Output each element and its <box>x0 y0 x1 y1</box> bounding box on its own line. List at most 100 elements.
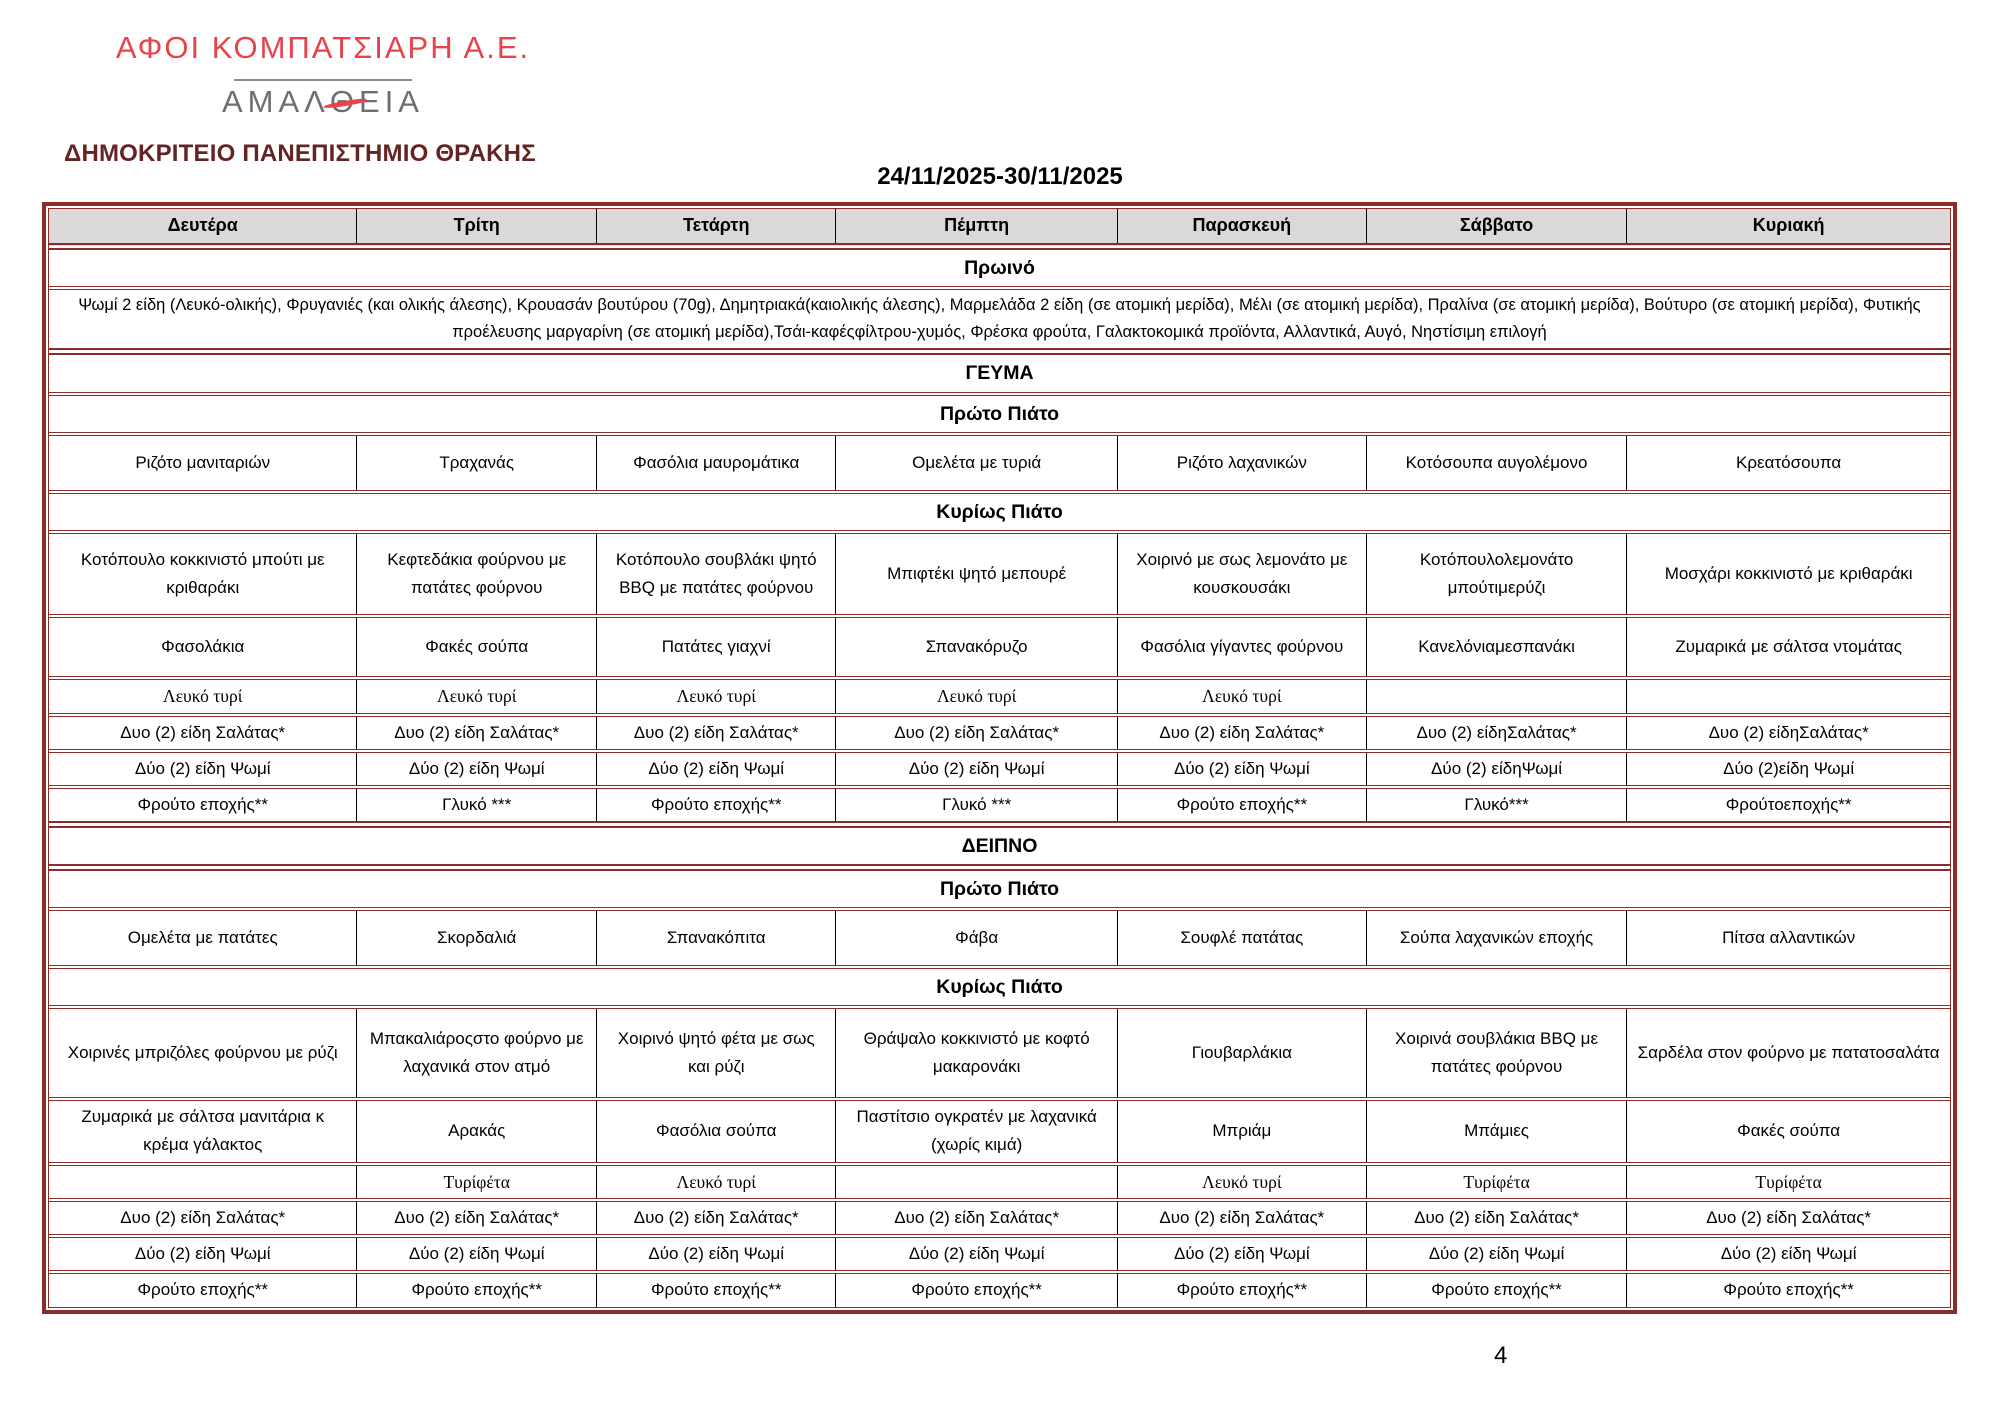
lunch-salad-cell: Δυο (2) είδη Σαλάτας* <box>356 714 597 751</box>
dinner-first-course-cell: Ομελέτα με πατάτες <box>49 909 358 968</box>
lunch-cheese-cell: Λευκό τυρί <box>356 677 597 715</box>
dinner-bread-cell: Δύο (2) είδη Ψωμί <box>1365 1236 1628 1273</box>
lunch-salad-cell: Δυο (2) είδηΣαλάτας* <box>1365 714 1628 751</box>
lunch-bread-cell: Δύο (2) είδη Ψωμί <box>835 750 1118 787</box>
dinner-salad-cell: Δυο (2) είδη Σαλάτας* <box>595 1200 837 1237</box>
lunch-cheese-cell <box>1365 677 1628 715</box>
brand-name-prefix: ΑΜΑΛ <box>222 84 330 119</box>
lunch-main-course-header-cell: Κυρίως Πιάτο <box>936 500 1063 523</box>
lunch-first-course-cell: Ομελέτα με τυριά <box>835 433 1118 492</box>
dinner-first-course-cell: Σούπα λαχανικών εποχής <box>1365 909 1628 968</box>
dinner-cheese-cell: Τυρίφέτα <box>1626 1163 1950 1201</box>
dinner-sides-cell: Μπριάμ <box>1116 1099 1367 1164</box>
dinner-first-course-header-row: Πρώτο Πιάτο <box>49 868 1950 910</box>
dinner-first-course-cell: Σουφλέ πατάτας <box>1116 909 1367 968</box>
dinner-sides-cell: Φασόλια σούπα <box>595 1099 837 1164</box>
dinner-main-course-cell: Σαρδέλα στον φούρνο με πατατοσαλάτα <box>1626 1007 1950 1100</box>
dinner-salad-cell: Δυο (2) είδη Σαλάτας* <box>356 1200 597 1237</box>
dinner-salad-cell: Δυο (2) είδη Σαλάτας* <box>1116 1200 1367 1237</box>
lunch-dessert-cell: Γλυκό *** <box>835 786 1118 825</box>
brand-name-suffix: ΕΙΑ <box>359 84 424 119</box>
lunch-sides-cell: Πατάτες γιαχνί <box>595 615 837 678</box>
dinner-first-course-cell: Πίτσα αλλαντικών <box>1626 909 1950 968</box>
dinner-main-course-header-cell: Κυρίως Πιάτο <box>936 976 1063 999</box>
lunch-salad-row: Δυο (2) είδη Σαλάτας* Δυο (2) είδη Σαλάτα… <box>49 714 1950 751</box>
dinner-main-course-header-row: Κυρίως Πιάτο <box>49 967 1950 1008</box>
day-header-cell: Πέμπτη <box>835 209 1118 247</box>
lunch-cheese-row: Λευκό τυρί Λευκό τυρί Λευκό τυρί Λευκό τυρί… <box>49 677 1950 715</box>
dinner-bread-cell: Δύο (2) είδη Ψωμί <box>356 1236 597 1273</box>
day-header-cell: Τετάρτη <box>595 209 837 247</box>
lunch-header-row: ΓΕΥΜΑ <box>49 351 1950 394</box>
dinner-cheese-row: Τυρίφέτα Λευκό τυρί Λευκό τυρί Τυρίφέτα Τυρί… <box>49 1163 1950 1201</box>
lunch-salad-cell: Δυο (2) είδη Σαλάτας* <box>1116 714 1367 751</box>
lunch-sides-cell: Φασόλια γίγαντες φούρνου <box>1116 615 1367 678</box>
lunch-first-course-cell: Φασόλια μαυρομάτικα <box>595 433 837 492</box>
dinner-sides-cell: Αρακάς <box>356 1099 597 1164</box>
lunch-main-course-cell: Κοτόπουλο σουβλάκι ψητό BBQ με πατάτες φ… <box>595 531 837 616</box>
lunch-dessert-cell: Φρούτο εποχής** <box>49 786 358 825</box>
dinner-bread-cell: Δύο (2) είδη Ψωμί <box>1626 1236 1950 1273</box>
dinner-main-course-row: Χοιρινές μπριζόλες φούρνου με ρύζι Μπακαλ… <box>49 1007 1950 1100</box>
lunch-main-course-header-row: Κυρίως Πιάτο <box>49 492 1950 532</box>
lunch-dessert-cell: Γλυκό*** <box>1365 786 1628 825</box>
day-header-cell: Κυριακή <box>1626 209 1950 247</box>
lunch-bread-cell: Δύο (2)είδη Ψωμί <box>1626 750 1950 787</box>
dinner-main-course-cell: Γιουβαρλάκια <box>1116 1007 1367 1100</box>
week-date-range: 24/11/2025-30/11/2025 <box>877 163 1123 190</box>
dinner-salad-cell: Δυο (2) είδη Σαλάτας* <box>835 1200 1118 1237</box>
lunch-salad-cell: Δυο (2) είδη Σαλάτας* <box>835 714 1118 751</box>
dinner-first-course-cell: Σκορδαλιά <box>356 909 597 968</box>
brand-theta-swoosh-icon: Θ <box>329 84 360 119</box>
dinner-first-course-header-cell: Πρώτο Πιάτο <box>939 878 1060 901</box>
lunch-cheese-cell: Λευκό τυρί <box>49 677 358 715</box>
days-row: Δευτέρα Τρίτη Τετάρτη Πέμπτη Παρασκευή Σάββατ… <box>49 209 1950 247</box>
dinner-fruit-row: Φρούτο εποχής** Φρούτο εποχής** Φρούτο επο… <box>49 1272 1950 1307</box>
lunch-salad-cell: Δυο (2) είδη Σαλάτας* <box>595 714 837 751</box>
day-header-cell: Δευτέρα <box>49 209 358 247</box>
lunch-main-course-cell: Κοτόπουλο κοκκινιστό μπούτι με κριθαράκι <box>49 531 358 616</box>
lunch-dessert-row: Φρούτο εποχής** Γλυκό *** Φρούτο εποχής** Γ… <box>49 786 1950 825</box>
lunch-cheese-cell: Λευκό τυρί <box>1116 677 1367 715</box>
lunch-first-course-cell: Κρεατόσουπα <box>1626 433 1950 492</box>
weekly-menu-table-border: Δευτέρα Τρίτη Τετάρτη Πέμπτη Παρασκευή Σάββατ… <box>42 202 1957 1314</box>
dinner-cheese-cell <box>49 1163 358 1201</box>
dinner-sides-cell: Παστίτσιο ογκρατέν με λαχανικά (χωρίς κι… <box>835 1099 1118 1164</box>
dinner-fruit-cell: Φρούτο εποχής** <box>356 1272 597 1307</box>
lunch-main-course-cell: Μπιφτέκι ψητό μεπουρέ <box>835 531 1118 616</box>
breakfast-items-row: Ψωμί 2 είδη (Λευκό-ολικής), Φρυγανιές (κ… <box>49 288 1950 352</box>
university-title: ΔΗΜΟΚΡΙΤΕΙΟ ΠΑΝΕΠΙΣΤΗΜΙΟ ΘΡΑΚΗΣ <box>64 140 536 167</box>
lunch-cheese-cell: Λευκό τυρί <box>595 677 837 715</box>
dinner-main-course-cell: Μπακαλιάροςστο φούρνο με λαχανικά στον α… <box>356 1007 597 1100</box>
lunch-bread-cell: Δύο (2) είδη Ψωμί <box>595 750 837 787</box>
dinner-fruit-cell: Φρούτο εποχής** <box>1626 1272 1950 1307</box>
lunch-header-cell: ΓΕΥΜΑ <box>965 362 1034 385</box>
dinner-cheese-cell: Λευκό τυρί <box>595 1163 837 1201</box>
lunch-salad-cell: Δυο (2) είδη Σαλάτας* <box>49 714 358 751</box>
dinner-salad-row: Δυο (2) είδη Σαλάτας* Δυο (2) είδη Σαλάτα… <box>49 1200 1950 1237</box>
lunch-first-course-header-row: Πρώτο Πιάτο <box>49 394 1950 434</box>
dinner-salad-cell: Δυο (2) είδη Σαλάτας* <box>49 1200 358 1237</box>
lunch-dessert-cell: Γλυκό *** <box>356 786 597 825</box>
lunch-main-course-cell: Μοσχάρι κοκκινιστό με κριθαράκι <box>1626 531 1950 616</box>
day-header-cell: Σάββατο <box>1365 209 1628 247</box>
lunch-sides-cell: Ζυμαρικά με σάλτσα ντομάτας <box>1626 615 1950 678</box>
lunch-bread-cell: Δύο (2) είδη Ψωμί <box>356 750 597 787</box>
dinner-cheese-cell: Λευκό τυρί <box>1116 1163 1367 1201</box>
lunch-first-course-cell: Ριζότο λαχανικών <box>1116 433 1367 492</box>
lunch-dessert-cell: Φρούτοεποχής** <box>1626 786 1950 825</box>
lunch-main-course-cell: Κεφτεδάκια φούρνου με πατάτες φούρνου <box>356 531 597 616</box>
dinner-main-course-cell: Χοιρινά σουβλάκια BBQ με πατάτες φούρνου <box>1365 1007 1628 1100</box>
company-name: ΑΦΟΙ ΚΟΜΠΑΤΣΙΑΡΗ Α.Ε. <box>115 30 531 65</box>
lunch-cheese-cell: Λευκό τυρί <box>835 677 1118 715</box>
dinner-cheese-cell <box>835 1163 1118 1201</box>
dinner-main-course-cell: Θράψαλο κοκκινιστό με κοφτό μακαρονάκι <box>835 1007 1118 1100</box>
lunch-first-course-row: Ριζότο μανιταριών Τραχανάς Φασόλια μαυρομά… <box>49 433 1950 492</box>
dinner-bread-cell: Δύο (2) είδη Ψωμί <box>1116 1236 1367 1273</box>
dinner-bread-cell: Δύο (2) είδη Ψωμί <box>835 1236 1118 1273</box>
dinner-fruit-cell: Φρούτο εποχής** <box>49 1272 358 1307</box>
breakfast-header-row: Πρωινό <box>49 246 1950 288</box>
logo-divider <box>234 79 412 81</box>
dinner-first-course-row: Ομελέτα με πατάτες Σκορδαλιά Σπανακόπιτα Φά… <box>49 909 1950 968</box>
